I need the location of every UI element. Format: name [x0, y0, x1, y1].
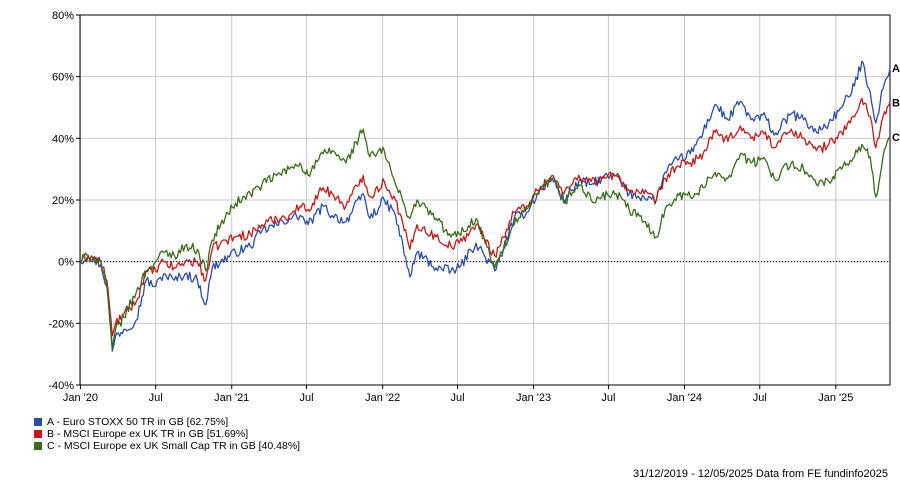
x-tick-label: Jul	[753, 392, 767, 404]
y-tick-label: -40%	[48, 380, 74, 392]
legend-item-b: B - MSCI Europe ex UK TR in GB [51.69%]	[34, 428, 300, 440]
legend-swatch-c	[34, 442, 42, 450]
x-tick-label: Jan '24	[667, 392, 702, 404]
x-tick-label: Jan '25	[818, 392, 853, 404]
legend-item-a: A - Euro STOXX 50 TR in GB [62.75%]	[34, 416, 300, 428]
series-lines	[79, 60, 891, 352]
series-end-labels: A B C	[892, 63, 900, 144]
legend-label-b: B - MSCI Europe ex UK TR in GB [51.69%]	[47, 428, 249, 440]
series-line-a	[79, 60, 891, 352]
y-tick-label: 60%	[52, 72, 74, 84]
series-line-c	[79, 128, 891, 349]
x-tick-label: Jul	[601, 392, 615, 404]
y-tick-label: 20%	[52, 195, 74, 207]
series-end-label-c: C	[892, 132, 900, 144]
legend-label-c: C - MSCI Europe ex UK Small Cap TR in GB…	[47, 440, 301, 452]
x-tick-label: Jan '23	[516, 392, 551, 404]
y-tick-label: -20%	[48, 318, 74, 330]
x-tick-label: Jul	[300, 392, 314, 404]
y-tick-label: 0%	[58, 257, 74, 269]
legend-label-a: A - Euro STOXX 50 TR in GB [62.75%]	[47, 416, 229, 428]
data-source-footer: 31/12/2019 - 12/05/2025 Data from FE fun…	[632, 468, 888, 480]
x-tick-label: Jul	[450, 392, 464, 404]
legend-swatch-b	[34, 430, 42, 438]
legend-item-c: C - MSCI Europe ex UK Small Cap TR in GB…	[34, 440, 300, 452]
series-end-label-b: B	[892, 97, 900, 109]
x-axis-ticks: Jan '20 Jul Jan '21 Jul Jan '22 Jul Jan '23 Jul…	[63, 385, 853, 404]
gridlines	[79, 15, 890, 385]
line-chart: 80% 60% 40% 20% 0% -20% -40% Jan '20 Jul Jan '21…	[48, 10, 900, 404]
series-line-b	[79, 97, 891, 337]
legend-swatch-a	[34, 418, 42, 426]
y-tick-label: 80%	[52, 10, 74, 22]
x-tick-label: Jan '22	[365, 392, 400, 404]
legend: A - Euro STOXX 50 TR in GB [62.75%] B - …	[34, 416, 300, 452]
x-tick-label: Jan '21	[214, 392, 249, 404]
x-tick-label: Jan '20	[63, 392, 98, 404]
y-tick-label: 40%	[52, 133, 74, 145]
series-end-label-a: A	[892, 63, 900, 75]
y-axis-ticks: 80% 60% 40% 20% 0% -20% -40%	[48, 10, 80, 392]
x-tick-label: Jul	[149, 392, 163, 404]
